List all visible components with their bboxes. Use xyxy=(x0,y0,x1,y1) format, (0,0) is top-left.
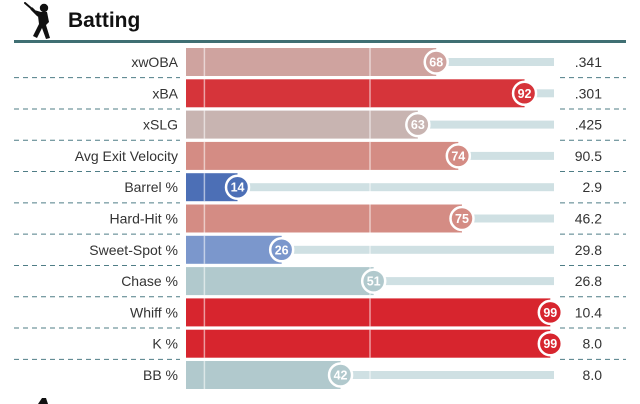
percentile-badge xyxy=(537,299,564,326)
percentile-bar xyxy=(186,110,418,139)
stat-value: 29.8 xyxy=(575,242,602,258)
stat-value: 2.9 xyxy=(583,179,603,195)
section-header: Batting xyxy=(0,0,640,43)
metric-label: xSLG xyxy=(143,117,178,133)
metric-label: xwOBA xyxy=(131,54,178,70)
percentile-value: 75 xyxy=(455,212,469,226)
metric-label: Sweet-Spot % xyxy=(89,242,178,258)
metric-label: xBA xyxy=(152,85,178,101)
percentile-value: 99 xyxy=(543,306,557,320)
stat-value: 8.0 xyxy=(583,367,603,383)
metric-label: Chase % xyxy=(121,273,178,289)
stat-value: 8.0 xyxy=(583,336,603,352)
metric-label: Avg Exit Velocity xyxy=(75,148,178,164)
percentile-bar xyxy=(186,329,551,358)
percentile-badge xyxy=(268,237,295,263)
percentile-value: 51 xyxy=(367,275,381,289)
stat-value: .425 xyxy=(575,117,602,133)
percentile-value: 26 xyxy=(275,243,289,257)
percentile-bar xyxy=(186,235,282,264)
percentile-badge xyxy=(445,143,472,169)
percentile-badge xyxy=(405,111,431,138)
percentile-badge xyxy=(511,80,538,107)
stat-value: .341 xyxy=(575,54,602,70)
batter-icon xyxy=(24,2,50,39)
percentile-badge xyxy=(449,205,475,232)
percentile-badge xyxy=(327,362,354,388)
percentile-value: 92 xyxy=(518,87,532,101)
percentile-bar xyxy=(186,361,341,389)
section-title: Batting xyxy=(68,9,141,32)
percentile-badge xyxy=(224,174,251,200)
percentile-value: 99 xyxy=(543,337,557,351)
stat-value: 10.4 xyxy=(575,304,602,320)
percentile-chart: xwOBA 68 .341 xBA 92 .301 xSLG 63 .425 Avg Exit V… xyxy=(14,48,626,389)
percentile-bar xyxy=(186,298,551,327)
metric-label: Hard-Hit % xyxy=(110,211,178,227)
header-divider xyxy=(14,40,626,43)
percentile-value: 68 xyxy=(429,56,443,70)
percentile-bar xyxy=(186,141,459,170)
percentile-badge xyxy=(360,268,387,294)
percentile-bar xyxy=(186,204,462,233)
percentile-value: 42 xyxy=(334,369,348,383)
stat-value: 90.5 xyxy=(575,148,602,164)
metric-label: BB % xyxy=(143,367,178,383)
percentile-badge xyxy=(423,49,449,75)
percentile-bar xyxy=(186,48,437,76)
percentile-bar xyxy=(186,267,374,296)
metric-label: K % xyxy=(152,336,178,352)
metric-label: Whiff % xyxy=(130,304,178,320)
percentile-bar xyxy=(186,79,525,108)
stat-value: 26.8 xyxy=(575,273,602,289)
percentile-badge xyxy=(537,330,564,357)
percentile-value: 74 xyxy=(451,149,465,163)
pitcher-icon xyxy=(38,398,48,404)
percentile-value: 63 xyxy=(411,118,425,132)
metric-label: Barrel % xyxy=(124,179,178,195)
stat-value: 46.2 xyxy=(575,211,602,227)
percentile-value: 14 xyxy=(231,181,245,195)
stat-value: .301 xyxy=(575,85,602,101)
